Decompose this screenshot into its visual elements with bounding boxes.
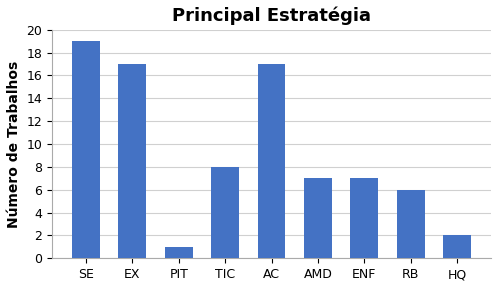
Bar [397,190,425,258]
Bar [351,178,378,258]
Title: Principal Estratégia: Principal Estratégia [172,7,371,25]
Y-axis label: Número de Trabalhos: Número de Trabalhos [7,60,21,228]
Bar [443,236,471,258]
Bar [72,41,100,258]
Bar [304,178,332,258]
Bar [211,167,239,258]
Bar [165,247,193,258]
Bar [257,64,285,258]
Bar [119,64,146,258]
